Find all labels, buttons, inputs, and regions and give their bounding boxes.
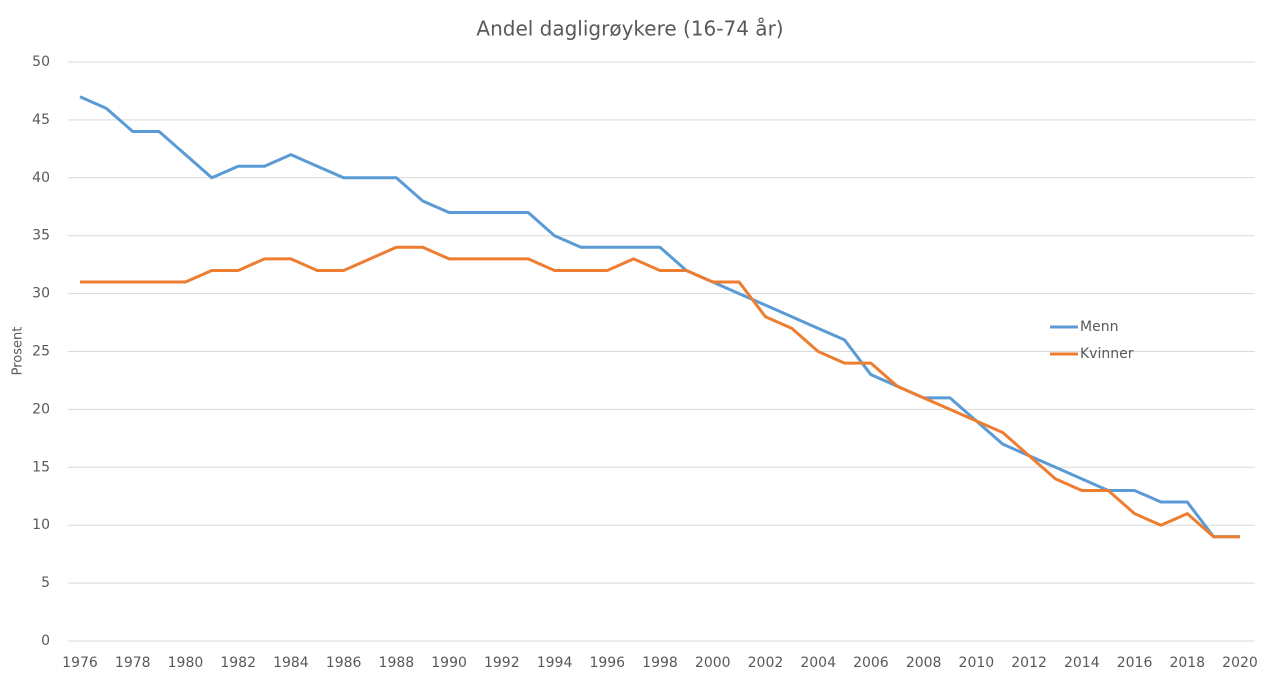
y-tick-label: 10: [32, 517, 50, 533]
x-tick-label: 2006: [853, 655, 889, 671]
y-tick-label: 15: [32, 459, 50, 475]
x-tick-label: 1978: [115, 655, 151, 671]
x-tick-label: 1994: [537, 655, 573, 671]
x-tick-label: 2020: [1222, 655, 1258, 671]
x-tick-label: 1986: [326, 655, 362, 671]
x-tick-label: 1982: [220, 655, 256, 671]
y-tick-label: 20: [32, 401, 50, 417]
x-tick-label: 2000: [695, 655, 731, 671]
y-tick-label: 0: [41, 633, 50, 649]
y-tick-label: 45: [32, 112, 50, 128]
y-tick-label: 35: [32, 228, 50, 244]
x-tick-label: 2018: [1169, 655, 1205, 671]
y-axis-label: Prosent: [11, 327, 26, 376]
x-tick-label: 2014: [1064, 655, 1100, 671]
legend-label: Menn: [1080, 319, 1118, 335]
y-tick-label: 30: [32, 286, 50, 302]
x-tick-label: 1984: [273, 655, 309, 671]
y-tick-label: 40: [32, 170, 50, 186]
x-tick-label: 2012: [1011, 655, 1047, 671]
x-tick-label: 2010: [959, 655, 995, 671]
x-tick-label: 1998: [642, 655, 678, 671]
x-tick-label: 1980: [168, 655, 204, 671]
x-tick-label: 2008: [906, 655, 942, 671]
chart-title: Andel dagligrøykere (16-74 år): [476, 17, 783, 41]
x-tick-label: 2004: [800, 655, 836, 671]
line-series: [80, 245, 1240, 539]
x-tick-label: 1988: [379, 655, 415, 671]
x-tick-label: 1996: [589, 655, 625, 671]
x-tick-label: 2016: [1117, 655, 1153, 671]
legend-label: Kvinner: [1080, 346, 1134, 362]
line-series: [79, 95, 1240, 539]
y-tick-label: 25: [32, 344, 50, 360]
x-tick-label: 1976: [62, 655, 98, 671]
y-tick-label: 5: [41, 575, 50, 591]
x-tick-label: 2002: [748, 655, 784, 671]
x-tick-label: 1992: [484, 655, 520, 671]
y-tick-label: 50: [32, 54, 50, 70]
x-tick-label: 1990: [431, 655, 467, 671]
